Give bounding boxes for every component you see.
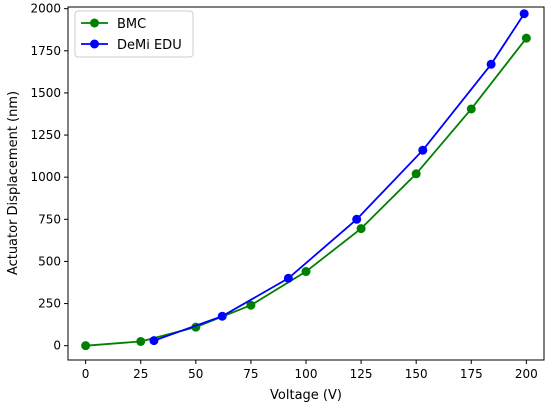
data-point-demi-edu (486, 59, 496, 69)
x-tick-label: 200 (515, 367, 538, 381)
data-point-bmc (356, 224, 366, 234)
y-axis-label: Actuator Displacement (nm) (6, 91, 21, 275)
y-tick-label: 1250 (30, 128, 61, 142)
x-tick-label: 150 (405, 367, 428, 381)
y-tick-label: 2000 (30, 2, 61, 16)
data-point-bmc (301, 267, 311, 277)
y-axis-ticks: 0 250 500 750 1000 1250 1500 1750 2000 (30, 2, 68, 353)
data-point-demi-edu (352, 214, 362, 224)
y-tick-label: 750 (38, 212, 61, 226)
data-point-bmc (521, 33, 531, 43)
data-point-demi-edu (519, 9, 529, 19)
legend-label-demi-edu: DeMi EDU (117, 38, 182, 53)
x-tick-label: 125 (350, 367, 373, 381)
y-tick-label: 1000 (30, 170, 61, 184)
y-tick-label: 0 (53, 339, 61, 353)
data-point-bmc (81, 341, 91, 351)
x-tick-label: 175 (460, 367, 483, 381)
y-tick-label: 500 (38, 254, 61, 268)
data-point-demi-edu (418, 145, 428, 155)
x-tick-label: 50 (188, 367, 203, 381)
legend-label-bmc: BMC (117, 17, 146, 32)
data-point-bmc (411, 169, 421, 179)
x-axis-label: Voltage (V) (270, 388, 342, 403)
x-tick-label: 75 (243, 367, 258, 381)
data-point-bmc (246, 300, 256, 310)
y-tick-label: 1500 (30, 86, 61, 100)
y-tick-label: 250 (38, 297, 61, 311)
x-tick-label: 100 (295, 367, 318, 381)
legend-marker-bmc (90, 18, 99, 28)
plot-area (67, 6, 545, 361)
x-tick-label: 25 (133, 367, 148, 381)
data-point-bmc (466, 104, 476, 114)
data-point-bmc (136, 336, 146, 346)
series-layer (81, 9, 531, 351)
x-axis-ticks: 0 25 50 75 100 125 150 175 200 (82, 360, 538, 381)
legend-marker-demi-edu (90, 39, 99, 49)
data-point-demi-edu (283, 273, 293, 283)
legend: BMC DeMi EDU (74, 10, 194, 58)
data-point-demi-edu (149, 336, 159, 346)
y-tick-label: 1750 (30, 44, 61, 58)
data-point-demi-edu (217, 311, 227, 321)
x-tick-label: 0 (82, 367, 90, 381)
